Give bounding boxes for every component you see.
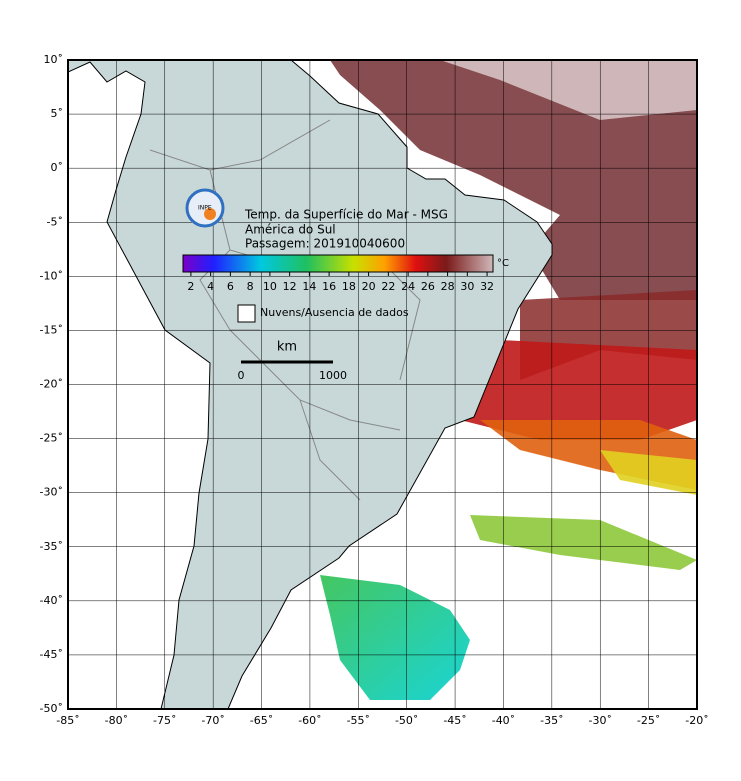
y-tick-label: -20˚ — [40, 378, 63, 391]
sst-data — [320, 60, 697, 700]
colorbar-tick-label: 20 — [362, 280, 376, 293]
y-tick-label: -40˚ — [40, 594, 63, 607]
y-tick-label: -50˚ — [40, 702, 63, 715]
logo-text: INPE — [198, 205, 212, 212]
colorbar-tick-label: 14 — [302, 280, 316, 293]
scale-label: 0 — [238, 369, 245, 382]
colorbar-tick-label: 18 — [342, 280, 356, 293]
logo: INPE — [185, 188, 225, 228]
x-tick-label: -85˚ — [56, 714, 79, 727]
x-tick-label: -40˚ — [492, 714, 515, 727]
colorbar-tick-label: 28 — [441, 280, 455, 293]
y-tick-label: 10˚ — [44, 53, 64, 66]
x-tick-label: -80˚ — [105, 714, 128, 727]
borders — [149, 119, 421, 501]
colorbar-unit: °C — [497, 258, 509, 269]
y-tick-label: -35˚ — [40, 540, 63, 553]
y-tick-label: -10˚ — [40, 269, 63, 282]
colorbar-tick-label: 8 — [247, 280, 254, 293]
frame — [67, 59, 698, 710]
scale-label: 1000 — [319, 369, 347, 382]
title-line: América do Sul — [245, 223, 336, 237]
x-tick-label: -45˚ — [443, 714, 466, 727]
x-tick-label: -20˚ — [685, 714, 708, 727]
x-tick-label: -65˚ — [250, 714, 273, 727]
y-tick-label: -15˚ — [40, 323, 63, 336]
colorbar-tick-label: 30 — [460, 280, 474, 293]
x-tick-label: -25˚ — [637, 714, 660, 727]
x-tick-label: -30˚ — [588, 714, 611, 727]
grid — [67, 59, 698, 710]
colorbar-tick-label: 24 — [401, 280, 415, 293]
colorbar — [182, 254, 494, 273]
colorbar-tick-label: 32 — [480, 280, 494, 293]
colorbar-tick-label: 6 — [227, 280, 234, 293]
x-tick-label: -60˚ — [298, 714, 321, 727]
colorbar-tick-label: 4 — [207, 280, 214, 293]
colorbar-tick-label: 2 — [187, 280, 194, 293]
x-tick-label: -35˚ — [540, 714, 563, 727]
title-line: Passagem: 201910040600 — [245, 237, 405, 251]
y-tick-label: 0˚ — [51, 161, 64, 174]
y-tick-label: -45˚ — [40, 648, 63, 661]
x-tick-label: -50˚ — [395, 714, 418, 727]
x-tick-label: -75˚ — [153, 714, 176, 727]
colorbar-tick-label: 16 — [322, 280, 336, 293]
colorbar-tick-label: 10 — [263, 280, 277, 293]
legend-swatch — [237, 304, 256, 323]
x-tick-label: -55˚ — [347, 714, 370, 727]
colorbar-tick-label: 12 — [283, 280, 297, 293]
title-line: Temp. da Superfície do Mar - MSG — [244, 208, 448, 222]
colorbar-tick-label: 22 — [381, 280, 395, 293]
y-tick-label: 5˚ — [51, 107, 64, 120]
y-tick-label: -25˚ — [40, 432, 63, 445]
x-tick-label: -70˚ — [201, 714, 224, 727]
y-tick-label: -5˚ — [47, 215, 63, 228]
y-tick-label: -30˚ — [40, 486, 63, 499]
scale-unit: km — [277, 340, 297, 355]
legend-label: Nuvens/Ausencia de dados — [260, 306, 409, 319]
colorbar-tick-label: 26 — [421, 280, 435, 293]
